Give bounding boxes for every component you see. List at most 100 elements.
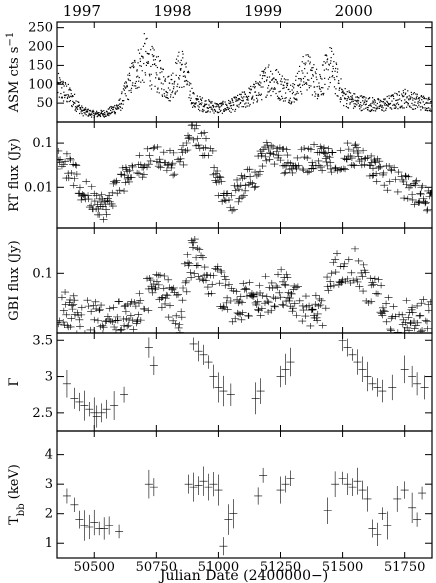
data-point bbox=[209, 100, 211, 103]
data-point bbox=[151, 284, 160, 291]
data-point bbox=[428, 96, 430, 99]
data-point bbox=[98, 322, 107, 329]
data-point bbox=[209, 272, 218, 279]
data-point bbox=[363, 486, 372, 512]
data-point bbox=[313, 317, 322, 324]
data-point bbox=[70, 297, 79, 304]
data-point bbox=[72, 171, 81, 178]
data-point bbox=[105, 516, 114, 535]
data-point bbox=[350, 162, 359, 169]
data-point bbox=[196, 95, 198, 97]
data-point bbox=[145, 38, 147, 40]
data-point bbox=[262, 139, 271, 146]
data-point bbox=[281, 282, 290, 289]
data-point bbox=[299, 83, 301, 85]
data-point bbox=[143, 145, 152, 152]
data-point bbox=[241, 99, 243, 102]
data-point bbox=[332, 75, 334, 77]
data-point bbox=[292, 91, 294, 93]
data-point bbox=[138, 76, 140, 79]
data-point bbox=[276, 95, 279, 97]
data-point bbox=[406, 182, 415, 189]
data-point bbox=[128, 72, 131, 74]
data-point bbox=[80, 111, 82, 113]
data-point bbox=[92, 305, 101, 312]
data-point bbox=[366, 275, 375, 282]
data-point bbox=[61, 97, 63, 99]
data-point bbox=[358, 480, 367, 500]
data-point bbox=[198, 101, 200, 103]
data-point bbox=[357, 269, 366, 276]
data-point bbox=[302, 72, 304, 74]
data-point bbox=[161, 94, 163, 96]
year-label-1998: 1998 bbox=[153, 2, 191, 20]
data-point bbox=[220, 103, 222, 105]
data-point bbox=[400, 106, 402, 108]
data-point bbox=[340, 260, 349, 267]
data-point bbox=[334, 79, 336, 81]
data-point bbox=[219, 103, 221, 105]
data-point bbox=[242, 100, 244, 102]
data-point bbox=[287, 290, 296, 297]
data-point bbox=[114, 104, 116, 107]
data-point bbox=[284, 92, 287, 94]
data-point bbox=[156, 272, 165, 279]
data-point bbox=[117, 171, 126, 178]
data-point bbox=[215, 106, 217, 108]
data-point bbox=[240, 96, 243, 98]
data-point bbox=[66, 97, 69, 99]
data-point bbox=[227, 106, 229, 109]
data-point bbox=[313, 86, 316, 88]
data-point bbox=[198, 276, 207, 283]
data-point bbox=[316, 164, 325, 171]
data-point bbox=[238, 106, 240, 108]
data-point bbox=[57, 82, 59, 85]
data-point bbox=[221, 197, 230, 204]
data-point bbox=[333, 60, 335, 63]
data-point bbox=[57, 81, 59, 83]
data-point bbox=[213, 112, 215, 114]
data-point bbox=[353, 467, 362, 495]
data-point bbox=[386, 95, 388, 98]
data-point bbox=[423, 207, 432, 214]
data-point bbox=[83, 108, 86, 110]
data-point bbox=[80, 334, 88, 340]
data-point bbox=[120, 303, 129, 310]
data-point bbox=[353, 93, 355, 95]
data-point bbox=[202, 277, 211, 284]
data-point bbox=[130, 91, 132, 93]
data-point bbox=[354, 106, 356, 108]
data-point bbox=[72, 162, 81, 169]
data-point bbox=[230, 182, 239, 189]
data-point bbox=[70, 93, 72, 95]
data-point bbox=[344, 146, 353, 153]
data-point bbox=[212, 110, 214, 112]
data-point bbox=[397, 99, 399, 101]
data-point bbox=[260, 86, 262, 88]
data-point bbox=[343, 105, 345, 107]
data-point bbox=[393, 188, 402, 195]
data-point bbox=[189, 136, 198, 143]
data-point bbox=[252, 95, 254, 97]
data-point bbox=[391, 176, 400, 183]
data-point bbox=[186, 269, 195, 276]
data-point bbox=[209, 364, 218, 389]
data-point bbox=[262, 72, 265, 74]
data-point bbox=[343, 473, 352, 495]
data-point bbox=[210, 108, 212, 110]
data-point bbox=[322, 87, 324, 89]
data-point bbox=[164, 78, 167, 80]
data-point bbox=[106, 111, 108, 113]
data-point bbox=[271, 295, 280, 302]
data-point bbox=[364, 99, 366, 101]
data-point bbox=[206, 111, 208, 113]
data-point bbox=[183, 71, 185, 73]
data-point bbox=[276, 81, 278, 84]
data-point bbox=[105, 305, 114, 312]
data-point bbox=[179, 284, 188, 291]
data-point bbox=[346, 99, 348, 102]
data-point bbox=[133, 318, 142, 325]
data-point bbox=[331, 269, 340, 276]
data-point bbox=[245, 166, 254, 173]
